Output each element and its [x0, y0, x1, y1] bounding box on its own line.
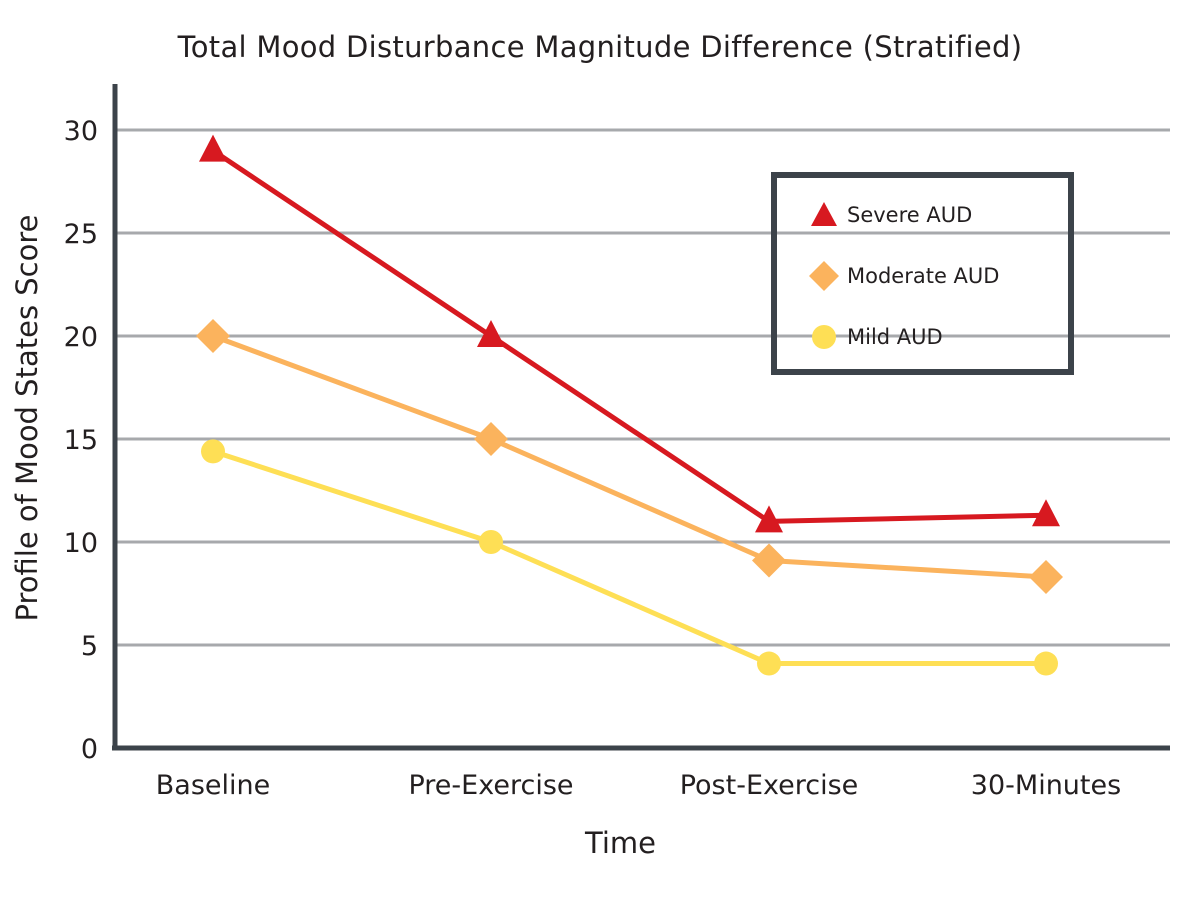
data-point-triangle: [755, 505, 783, 533]
y-tick-label: 20: [64, 322, 98, 353]
x-tick-label: 30-Minutes: [971, 770, 1121, 801]
y-axis-label: Profile of Mood States Score: [10, 214, 44, 622]
data-point-diamond: [752, 543, 786, 578]
y-tick-labels: 0 5 10 15 20 25 30: [64, 116, 98, 765]
y-tick-label: 30: [64, 116, 98, 147]
series-line-diamond: [212, 333, 1047, 580]
y-tick-label: 0: [81, 734, 98, 765]
chart-title: Total Mood Disturbance Magnitude Differe…: [177, 30, 1023, 64]
y-tick-label: 5: [81, 631, 98, 662]
data-point-diamond: [1029, 560, 1063, 595]
data-point-circle: [201, 439, 225, 464]
legend-label-moderate: Moderate AUD: [847, 264, 1000, 288]
data-point-circle: [479, 530, 503, 554]
legend-item-severe: Severe AUD: [807, 195, 972, 235]
y-tick-label: 10: [64, 528, 98, 559]
legend-item-moderate: Moderate AUD: [807, 256, 999, 296]
legend-label-severe: Severe AUD: [847, 203, 973, 227]
x-tick-label: Pre-Exercise: [408, 770, 573, 801]
diamond-marker-icon: [809, 261, 839, 291]
data-point-circle: [757, 651, 781, 676]
x-axis-label: Time: [585, 826, 656, 860]
circle-marker-icon: [812, 325, 836, 349]
x-tick-label: Post-Exercise: [680, 770, 859, 801]
legend: Severe AUD Moderate AUD Mild AUD: [771, 172, 1074, 375]
y-tick-label: 15: [64, 425, 98, 456]
series-line-circle: [212, 448, 1046, 667]
data-point-diamond: [474, 422, 508, 456]
x-tick-labels: Baseline Pre-Exercise Post-Exercise 30-Minu…: [156, 770, 1121, 801]
axes: [112, 84, 1170, 751]
data-point-triangle: [199, 134, 227, 162]
x-tick-label: Baseline: [156, 770, 270, 801]
data-point-diamond: [196, 319, 230, 353]
triangle-marker-icon: [811, 202, 837, 226]
data-series: [196, 134, 1063, 676]
data-point-triangle: [477, 320, 505, 347]
y-tick-label: 25: [64, 219, 98, 250]
legend-item-mild: Mild AUD: [807, 317, 943, 357]
data-point-circle: [1034, 651, 1058, 676]
series-line-triangle: [211, 148, 1047, 524]
data-point-triangle: [1032, 499, 1060, 527]
legend-label-mild: Mild AUD: [847, 325, 943, 349]
